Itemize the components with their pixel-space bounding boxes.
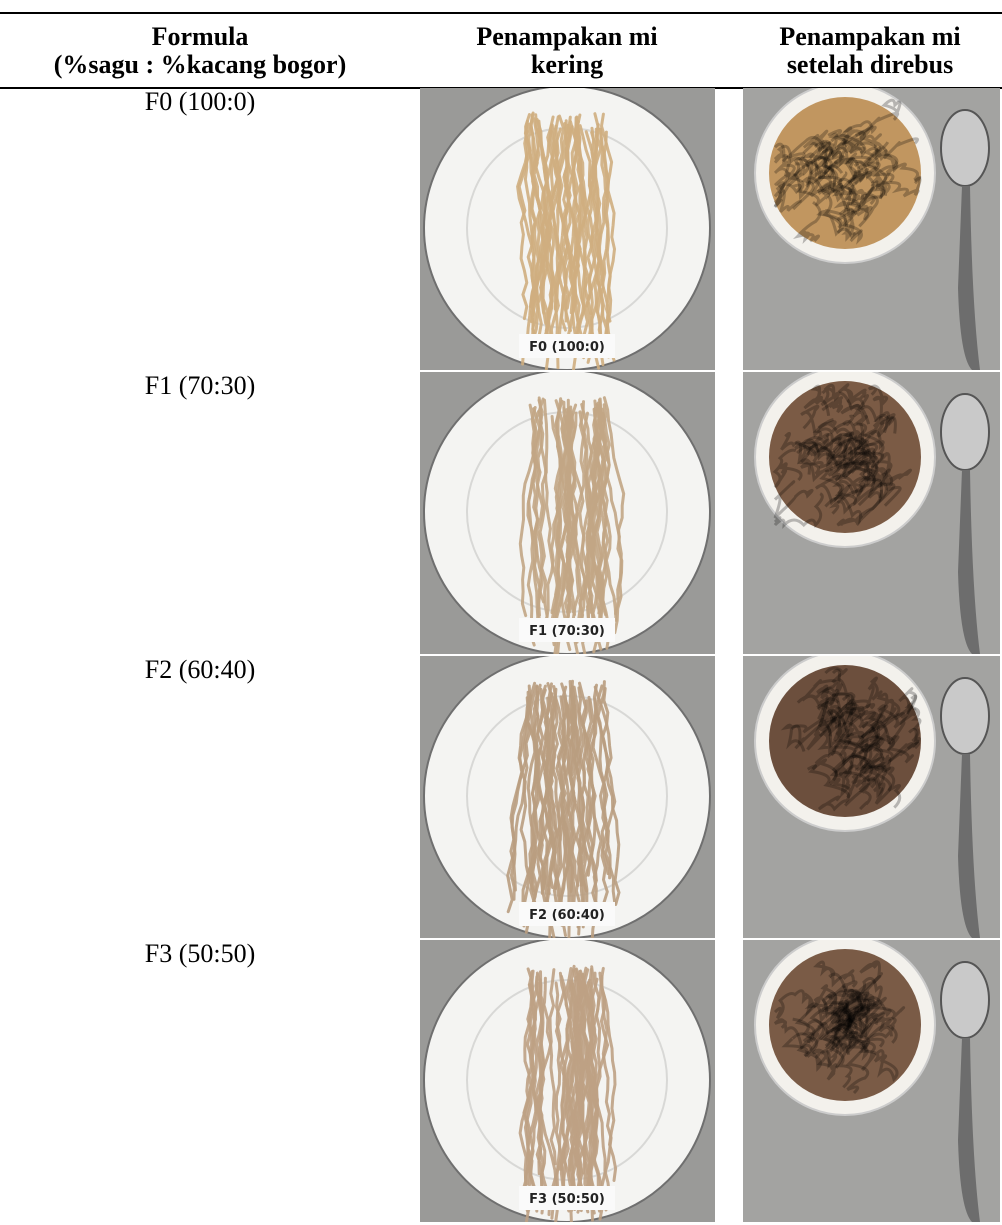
- spoon-bowl: [941, 110, 989, 186]
- photo-content: F0 (100:0): [420, 86, 715, 370]
- formula: F2 (60:40): [145, 655, 256, 684]
- formula: F3 (50:50): [145, 939, 256, 968]
- header-dry: kering: [531, 50, 603, 79]
- plate-label: F3 (50:50): [529, 1192, 605, 1207]
- photo-content: F2 (60:40): [420, 654, 715, 941]
- header-cooked: Penampakan mi: [779, 22, 960, 51]
- photo-cooked: [743, 367, 1000, 654]
- photo-dry: F0 (100:0): [420, 86, 715, 370]
- spoon-bowl: [941, 962, 989, 1038]
- photo-content: [743, 83, 1000, 370]
- spoon-bowl: [941, 678, 989, 754]
- plate-label: F2 (60:40): [529, 908, 605, 923]
- photo-dry: F3 (50:50): [420, 938, 715, 1225]
- photo-content: [743, 651, 1000, 938]
- photo-cooked: [743, 651, 1000, 938]
- header-formula: (%sagu : %kacang bogor): [54, 50, 347, 79]
- formula: F1 (70:30): [145, 371, 256, 400]
- header-dry: Penampakan mi: [476, 22, 657, 51]
- photo-dry: F2 (60:40): [420, 654, 715, 941]
- photo-content: [743, 935, 1000, 1222]
- photo-cooked: [743, 83, 1000, 370]
- photo-content: F1 (70:30): [420, 370, 715, 655]
- header-cooked: setelah direbus: [787, 50, 953, 79]
- spoon-bowl: [941, 394, 989, 470]
- plate-label: F1 (70:30): [529, 624, 605, 639]
- formula: F0 (100:0): [145, 87, 256, 116]
- header-formula: Formula: [152, 22, 249, 51]
- photo-cooked: [743, 935, 1000, 1222]
- photo-dry: F1 (70:30): [420, 370, 715, 655]
- photo-content: F3 (50:50): [420, 938, 715, 1225]
- document-table: Formula (%sagu : %kacang bogor) Penampak…: [0, 0, 1002, 1225]
- plate-label: F0 (100:0): [529, 340, 605, 355]
- photo-content: [743, 367, 1000, 654]
